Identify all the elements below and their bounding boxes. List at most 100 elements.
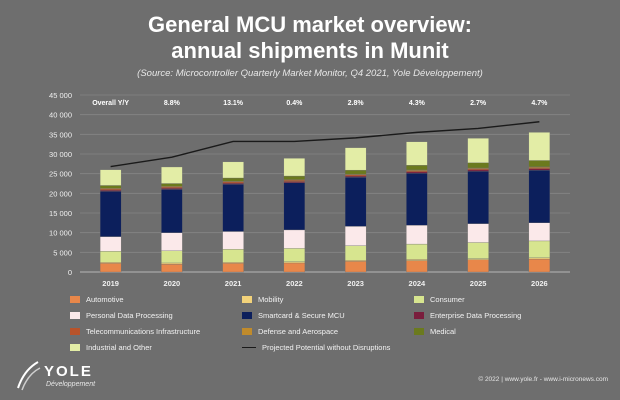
bar-segment (467, 223, 489, 243)
bar-segment (99, 191, 122, 237)
bar-segment (99, 169, 122, 186)
bar-segment (528, 132, 551, 161)
bar-segment (222, 262, 244, 264)
y-tick-label: 25 000 (49, 170, 72, 179)
bar-segment (344, 169, 367, 175)
bar-segment (467, 169, 489, 172)
yoy-value: 0.4% (286, 100, 303, 107)
x-tick-label: 2019 (102, 279, 119, 288)
bar-segment (161, 183, 183, 187)
y-tick-label: 35 000 (49, 130, 72, 139)
legend-swatch (242, 295, 252, 303)
legend-item: Projected Potential without Disruptions (242, 341, 414, 353)
bar-segment (99, 263, 122, 273)
projected-potential-line (110, 121, 540, 168)
legend-item: Defense and Aerospace (242, 325, 414, 337)
chart-title-line-2: annual shipments in Munit (171, 38, 449, 63)
legend-item: Mobility (242, 293, 414, 305)
bar-segment (161, 232, 183, 251)
footer-copyright: © 2022 | www.yole.fr - www.i-micronews.c… (478, 376, 608, 383)
legend-item: Industrial and Other (70, 341, 242, 353)
bar-segment (344, 174, 367, 177)
x-tick-label: 2021 (225, 279, 242, 288)
bar-segment (222, 263, 244, 273)
bar-segment (406, 171, 428, 174)
legend-swatch (242, 327, 252, 335)
bar-segment (283, 175, 306, 180)
legend-label: Personal Data Processing (86, 310, 173, 320)
bar-segment (406, 259, 428, 261)
bar-segment (222, 249, 244, 263)
bar-segment (222, 161, 244, 179)
yoy-value: 13.1% (223, 100, 244, 107)
bar-segment (406, 260, 428, 273)
bar-segment (222, 177, 244, 182)
bar-segment (222, 231, 244, 250)
bar-segment (406, 225, 428, 245)
chart-title: General MCU market overview: annual ship… (0, 12, 620, 64)
x-tick-label: 2025 (470, 279, 487, 288)
bar-segment (344, 245, 367, 261)
bar-segment (528, 169, 551, 223)
legend-swatch (414, 295, 424, 303)
bar-segment (283, 248, 306, 262)
bar-segment (161, 186, 183, 189)
yoy-value: 4.7% (531, 100, 548, 107)
legend-label: Mobility (258, 294, 284, 304)
legend-swatch (70, 327, 80, 335)
bar-segment (283, 180, 306, 182)
yole-logo: YOLE Développement (14, 358, 134, 394)
legend-swatch (414, 327, 424, 335)
bar-segment (528, 222, 551, 242)
legend-swatch (70, 295, 80, 303)
bar-segment (99, 188, 122, 191)
legend-label: Defense and Aerospace (258, 326, 339, 336)
bar-segment (161, 263, 183, 273)
bar-segment (161, 189, 183, 233)
bar-segment (161, 166, 183, 184)
bar-segment (99, 262, 122, 264)
bar-segment (344, 177, 367, 227)
x-tick-label: 2023 (347, 279, 364, 288)
bar-segment (528, 167, 551, 169)
y-tick-label: 40 000 (49, 111, 72, 120)
bar-segment (406, 165, 428, 171)
y-tick-label: 15 000 (49, 209, 72, 218)
yoy-value: 2.7% (470, 100, 487, 107)
bar-segment (344, 226, 367, 246)
yoy-label: Overall Y/Y (92, 100, 129, 107)
chart-title-line-1: General MCU market overview: (147, 12, 473, 37)
legend-item: Smartcard & Secure MCU (242, 309, 414, 321)
bar-segment (528, 168, 551, 171)
legend-item: Consumer (414, 293, 570, 305)
bar-segment (467, 259, 489, 273)
bar-segment (283, 182, 306, 231)
legend-label: Smartcard & Secure MCU (258, 310, 345, 320)
bar-segment (344, 260, 367, 262)
legend-label: Consumer (430, 294, 465, 304)
bar-segment (161, 188, 183, 190)
bar-segment (344, 147, 367, 171)
y-tick-label: 30 000 (49, 150, 72, 159)
bar-segment (344, 261, 367, 273)
bar-segment (161, 262, 183, 265)
bar-segment (467, 162, 489, 169)
legend-swatch (414, 311, 424, 319)
bar-segment (344, 175, 367, 178)
yoy-value: 2.8% (348, 100, 365, 107)
y-tick-label: 0 (68, 268, 72, 277)
legend-item: Personal Data Processing (70, 309, 242, 321)
legend-label: Automotive (86, 294, 124, 304)
legend-swatch (70, 343, 80, 351)
bar-segment (467, 258, 489, 260)
legend-label: Telecommunications Infrastructure (86, 326, 201, 336)
yoy-value: 8.8% (164, 100, 181, 107)
bar-segment (283, 261, 306, 264)
bar-segment (161, 250, 183, 264)
bar-segment (99, 236, 122, 252)
bar-segment (283, 181, 306, 183)
x-tick-label: 2024 (409, 279, 427, 288)
legend-swatch (242, 311, 252, 319)
bar-segment (406, 170, 428, 173)
